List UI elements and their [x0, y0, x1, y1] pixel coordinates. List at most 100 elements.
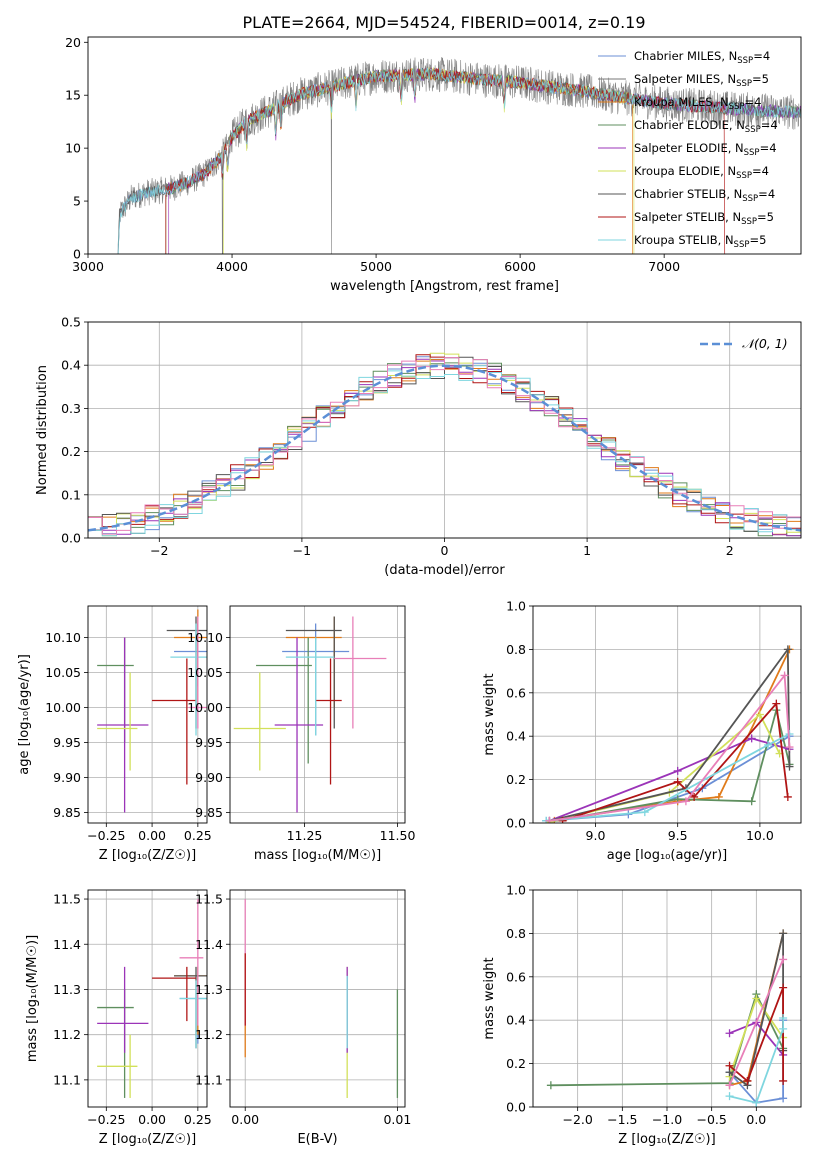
normal-curve [88, 364, 801, 532]
y-tick-label: 11.5 [195, 892, 223, 907]
y-tick-label: 10.05 [187, 665, 223, 680]
y-tick-label: 1.0 [506, 599, 526, 614]
legend-model-name: Salpeter MILES [634, 72, 720, 86]
x-tick-label: 0.25 [184, 1112, 212, 1127]
axes-frame [229, 889, 406, 1108]
legend-nssp-value: 4 [770, 118, 777, 132]
legend-equals: = [761, 118, 771, 132]
x-tick-label: −0.5 [696, 1112, 726, 1127]
y-tick-label: 0.5 [61, 315, 81, 330]
weight-marker [725, 1029, 734, 1038]
legend-n: N [734, 187, 743, 201]
legend-equals: = [744, 95, 754, 109]
y-tick-label: 11.2 [195, 1027, 223, 1042]
weight-marker [725, 1092, 734, 1101]
residual-histogram [88, 357, 801, 535]
y-tick-label: 0.0 [506, 816, 526, 831]
legend-nssp-value: 4 [754, 95, 761, 109]
y-tick-label: 0.4 [506, 1013, 526, 1028]
y-tick-label: 10.00 [187, 700, 223, 715]
y-tick-label: 0.2 [506, 1056, 526, 1071]
model-spectrum-line [117, 67, 801, 254]
y-tick-label: 0.0 [506, 1100, 526, 1115]
y-tick-label: 9.95 [53, 735, 81, 750]
x-tick-label: 0.00 [138, 828, 166, 843]
legend-separator: , [720, 72, 727, 86]
legend-model-name: Chabrier MILES [634, 49, 721, 63]
y-tick-label: 10 [65, 141, 81, 156]
legend-separator: , [718, 233, 725, 247]
x-tick-label: −2 [150, 543, 168, 558]
y-axis-label: mass weight [482, 957, 497, 1039]
x-tick-label: −2.0 [562, 1112, 592, 1127]
observed-spectrum [117, 57, 801, 254]
legend-separator: , [728, 141, 735, 155]
y-tick-label: 0.1 [61, 487, 81, 502]
y-tick-label: 11.5 [53, 892, 81, 907]
weight-line [549, 673, 791, 822]
figure-title: PLATE=2664, MJD=54524, FIBERID=0014, z=0… [242, 13, 645, 32]
x-tick-label: 10.0 [746, 828, 774, 843]
legend-n-subscript: SSP [744, 148, 760, 158]
weight-marker [725, 1081, 734, 1090]
weight-marker [681, 797, 690, 806]
legend-n-subscript: SSP [742, 194, 758, 204]
y-tick-label: 11.3 [53, 982, 81, 997]
x-tick-label: 1 [583, 543, 591, 558]
weight-line [728, 959, 784, 1086]
weight-marker [673, 777, 682, 786]
weight-marker [779, 929, 788, 938]
y-tick-label: 10.05 [45, 665, 81, 680]
legend-equals: = [757, 210, 767, 224]
weight-marker [783, 645, 792, 654]
legend-label: Kroupa ELODIE, NSSP=4 [634, 164, 769, 181]
weight-marker [640, 808, 649, 817]
axes-frame [229, 605, 406, 824]
weight-line [549, 709, 791, 823]
x-tick-label: 0 [441, 543, 449, 558]
x-tick-label: 9.5 [668, 828, 688, 843]
y-tick-label: 15 [65, 88, 81, 103]
y-tick-label: 10.10 [45, 630, 81, 645]
legend-nssp-value: 4 [762, 164, 769, 178]
weight-marker [779, 983, 788, 992]
x-tick-label: −1.0 [652, 1112, 682, 1127]
y-tick-label: 0.0 [61, 531, 81, 546]
mass-vs-EBV-panel: 0.00 0.01 11.1 11.2 11.3 11.4 11.5 E(B-V) [195, 889, 411, 1147]
y-tick-label: 0.2 [61, 444, 81, 459]
legend-equals: = [758, 187, 768, 201]
y-tick-label: 10.00 [45, 700, 81, 715]
axes-frame [87, 605, 208, 824]
residual-histogram [88, 365, 801, 537]
legend-model-name: Kroupa STELIB [634, 233, 718, 247]
weight-marker [779, 1024, 788, 1033]
y-tick-label: 0.4 [506, 729, 526, 744]
x-tick-label: 2 [726, 543, 734, 558]
y-tick-label: 0.3 [61, 401, 81, 416]
weight-marker [752, 994, 761, 1003]
x-axis-label: Z [log₁₀(Z/Z☉)] [99, 1132, 196, 1147]
legend-label: Salpeter MILES, NSSP=5 [634, 72, 769, 89]
x-tick-label: 9.0 [586, 828, 606, 843]
axes-frame [532, 605, 802, 824]
weight-marker [747, 797, 756, 806]
x-tick-label: 0.25 [184, 828, 212, 843]
weight-lines [546, 929, 788, 1107]
y-tick-label: 1.0 [506, 883, 526, 898]
y-tick-label: 0.2 [506, 772, 526, 787]
legend-separator: , [713, 95, 720, 109]
residuals-panel: −2 −1 0 1 2 0.0 0.1 0.2 0.3 0.4 0.5 (data-model)/er… [35, 315, 802, 578]
legend-n-subscript: SSP [737, 56, 753, 66]
weight-marker [779, 1076, 788, 1085]
weight-line [546, 733, 790, 822]
weight-marker [690, 792, 699, 801]
legend-nssp-value: 5 [767, 210, 774, 224]
weight-marker [545, 816, 554, 823]
legend-n: N [720, 95, 729, 109]
weight-marker [779, 1094, 788, 1103]
legend-n: N [725, 233, 734, 247]
weight-marker [780, 671, 789, 680]
legend-label: Chabrier ELODIE, NSSP=4 [634, 118, 778, 135]
legend-separator: , [725, 210, 732, 224]
